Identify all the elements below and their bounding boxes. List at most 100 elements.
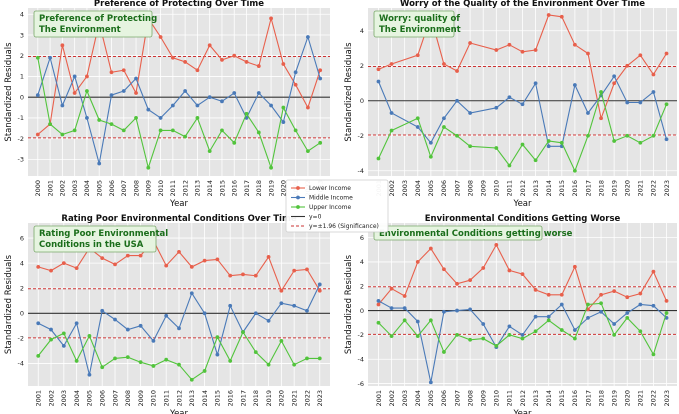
data-point-upper-income [572, 168, 577, 173]
x-tick-label: 2017 [584, 180, 592, 197]
data-point-upper-income [586, 133, 590, 138]
annotation-line: Conditions in the USA [39, 240, 144, 250]
y-tick-label: 4 [20, 11, 24, 19]
data-point-upper-income [455, 333, 459, 337]
data-point-lower-income [442, 267, 446, 272]
y-tick-label: 2 [20, 285, 24, 293]
x-tick-label: 2006 [440, 390, 448, 407]
data-point-middle-income [455, 308, 459, 313]
data-point-middle-income [232, 91, 237, 95]
legend-label: Middle Income [309, 195, 353, 202]
x-tick-label: 2002 [388, 180, 396, 197]
data-point-middle-income [415, 125, 420, 129]
x-tick-label: 2006 [99, 390, 107, 407]
data-point-middle-income [389, 111, 394, 115]
data-point-upper-income [109, 122, 114, 127]
x-tick-label: 2020 [280, 180, 288, 197]
x-tick-label: 2020 [624, 390, 632, 407]
data-point-lower-income [586, 51, 590, 56]
data-point-upper-income [97, 118, 102, 122]
x-tick-label: 2010 [493, 390, 501, 407]
data-point-middle-income [202, 311, 207, 316]
data-point-lower-income [202, 258, 207, 263]
data-point-lower-income [269, 16, 273, 21]
x-tick-label: 2012 [519, 180, 527, 197]
annotation-text: Preference of Protecting The Environment [39, 14, 157, 35]
x-tick-label: 2002 [47, 390, 55, 407]
data-point-lower-income [507, 268, 512, 273]
x-tick-label: 2011 [169, 180, 177, 197]
y-axis-label: Standardized Residuals [4, 254, 14, 354]
x-tick-label: 2008 [466, 180, 474, 197]
data-point-lower-income [279, 288, 284, 293]
data-point-middle-income [87, 372, 92, 377]
data-point-middle-income [292, 303, 297, 308]
data-point-middle-income [546, 144, 551, 149]
data-point-middle-income [389, 306, 394, 311]
data-point-middle-income [60, 103, 65, 108]
data-point-upper-income [651, 133, 656, 138]
data-point-upper-income [389, 334, 394, 339]
y-axis-label: Standardized Residuals [344, 254, 354, 354]
data-point-middle-income [481, 322, 486, 326]
data-point-middle-income [572, 328, 577, 332]
data-point-upper-income [402, 318, 407, 323]
y-tick-label: -2 [18, 135, 24, 143]
data-point-middle-income [183, 89, 188, 93]
data-point-upper-income [87, 333, 92, 338]
data-point-lower-income [468, 41, 473, 45]
data-point-middle-income [100, 308, 105, 313]
data-point-middle-income [151, 338, 156, 343]
data-point-lower-income [651, 269, 656, 274]
data-point-upper-income [415, 334, 420, 339]
x-tick-label: 2011 [506, 180, 514, 197]
data-point-middle-income [455, 98, 459, 103]
data-point-upper-income [612, 139, 617, 143]
x-tick-label: 2003 [401, 180, 409, 197]
data-point-lower-income [138, 253, 143, 258]
data-point-lower-income [664, 51, 669, 56]
series-line-middle-income [37, 35, 321, 164]
y-tick-label: 6 [20, 234, 24, 242]
data-point-middle-income [376, 298, 381, 303]
data-point-middle-income [651, 90, 656, 94]
data-point-upper-income [35, 55, 40, 60]
x-tick-label: 2005 [96, 180, 104, 197]
y-tick-label: -4 [358, 167, 364, 175]
legend: Lower Income Middle Income Upper Income y=0… [285, 179, 389, 233]
data-point-lower-income [507, 42, 512, 47]
x-tick-label: 2022 [650, 180, 658, 197]
annotation-line: Preference of Protecting [39, 14, 157, 24]
data-point-lower-income [61, 261, 66, 266]
data-point-upper-income [664, 102, 669, 107]
data-point-upper-income [507, 333, 512, 337]
legend-label: y=0 [309, 214, 322, 221]
data-point-upper-income [376, 320, 381, 325]
data-point-middle-income [428, 380, 433, 385]
data-point-lower-income [481, 266, 486, 270]
annotation-text: Environmental Conditions getting worse [379, 229, 573, 239]
y-tick-label: -6 [358, 380, 364, 388]
data-point-upper-income [134, 116, 138, 120]
data-point-middle-income [97, 161, 102, 166]
x-tick-label: 2003 [401, 390, 409, 407]
x-tick-label: 2008 [132, 180, 140, 197]
x-tick-label: 2007 [111, 390, 119, 407]
data-point-lower-income [428, 246, 433, 251]
data-point-middle-income [415, 319, 420, 324]
x-tick-label: 2005 [427, 180, 435, 197]
data-point-lower-income [266, 254, 271, 259]
data-point-lower-income [559, 14, 564, 19]
data-point-lower-income [158, 35, 163, 39]
x-tick-label: 2013 [532, 390, 540, 407]
legend-marker [296, 186, 300, 190]
data-point-upper-income [195, 116, 200, 120]
x-tick-label: 2010 [150, 390, 158, 407]
data-point-lower-income [293, 82, 298, 87]
x-tick-label: 2001 [35, 390, 43, 407]
chart-panel-4: -6 -4 -2 0 2 4 6 2001 2002 2003 2004 2005 2006 2007 20… [344, 214, 677, 414]
data-point-lower-income [36, 264, 41, 269]
data-point-upper-income [164, 357, 169, 362]
annotation-text: Worry: quality of The Environment [379, 14, 461, 35]
data-point-middle-income [402, 306, 407, 311]
